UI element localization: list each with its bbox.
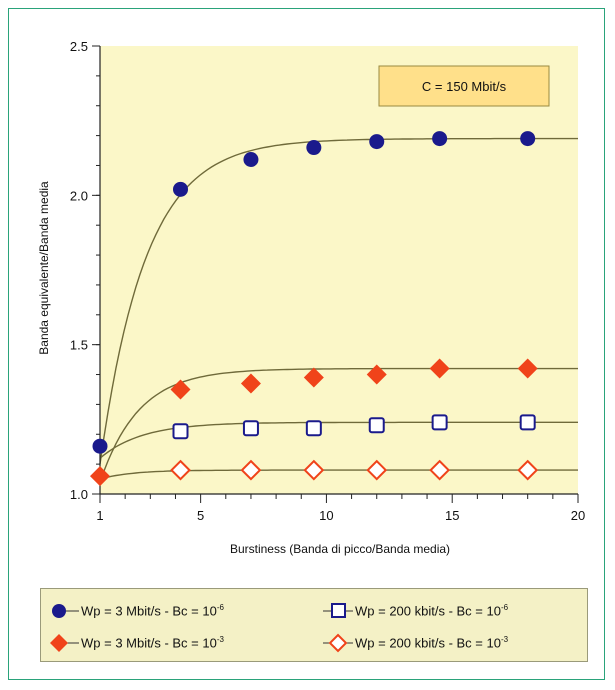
- data-point: [240, 459, 262, 481]
- data-point: [517, 358, 538, 379]
- y-axis-label: Banda equivalente/Banda media: [37, 181, 51, 355]
- data-point: [305, 420, 322, 437]
- legend-label: Wp = 200 kbit/s - Bc = 10: [355, 603, 501, 619]
- annotation-box: C = 150 Mbit/s: [378, 65, 550, 107]
- plot-area: [100, 46, 578, 494]
- x-tick-label: 1: [96, 508, 103, 523]
- data-point: [517, 459, 539, 481]
- data-points: [90, 131, 539, 487]
- x-axis-label: Burstiness (Banda di picco/Banda media): [230, 542, 450, 556]
- y-tick-label: 2.0: [70, 188, 88, 203]
- filled-circle-marker-icon: [52, 604, 79, 618]
- data-point: [242, 420, 259, 437]
- y-tick-label: 1.0: [70, 487, 88, 502]
- data-point: [170, 379, 191, 400]
- legend: Wp = 3 Mbit/s - Bc = 10-6 Wp = 200 kbit/…: [40, 588, 588, 662]
- legend-label: Wp = 3 Mbit/s - Bc = 10: [81, 635, 217, 651]
- data-point: [172, 423, 189, 440]
- data-point: [303, 459, 325, 481]
- data-point: [173, 181, 189, 197]
- legend-item-series-1: Wp = 3 Mbit/s - Bc = 10-6: [47, 601, 224, 621]
- data-point: [432, 131, 448, 147]
- axes: 1.01.52.02.51 5 10 15 20: [70, 39, 585, 523]
- legend-exponent: -3: [216, 635, 224, 645]
- data-point: [170, 459, 191, 481]
- open-square-marker-icon: [323, 603, 353, 618]
- data-point: [240, 373, 261, 394]
- data-point: [243, 151, 259, 167]
- data-point: [369, 134, 385, 150]
- x-tick-label: 20: [571, 508, 585, 523]
- x-tick-label: 10: [319, 508, 333, 523]
- legend-item-series-2: Wp = 200 kbit/s - Bc = 10-6: [323, 601, 508, 621]
- annotation-text: C = 150 Mbit/s: [422, 79, 507, 94]
- filled-diamond-marker-icon: [50, 634, 79, 652]
- legend-exponent: -3: [500, 635, 509, 645]
- data-point: [366, 364, 387, 385]
- legend-exponent: -6: [500, 603, 509, 613]
- data-point: [90, 466, 110, 487]
- legend-exponent: -6: [216, 603, 224, 613]
- data-point: [366, 459, 388, 481]
- x-tick-label: 15: [445, 508, 459, 523]
- x-tick-label: 5: [197, 508, 204, 523]
- data-point: [368, 417, 385, 434]
- data-point: [519, 414, 536, 431]
- legend-item-series-4: Wp = 200 kbit/s - Bc = 10-3: [323, 633, 508, 653]
- legend-label: Wp = 3 Mbit/s - Bc = 10: [81, 603, 217, 619]
- data-point: [520, 131, 536, 147]
- data-point: [429, 358, 450, 379]
- data-point: [429, 459, 451, 481]
- legend-label: Wp = 200 kbit/s - Bc = 10: [355, 635, 501, 651]
- data-point: [306, 140, 322, 156]
- open-diamond-marker-icon: [323, 633, 353, 653]
- y-tick-label: 2.5: [70, 39, 88, 54]
- legend-item-series-3: Wp = 3 Mbit/s - Bc = 10-3: [47, 633, 224, 653]
- data-point: [431, 414, 448, 431]
- data-point: [92, 438, 108, 454]
- y-tick-label: 1.5: [70, 338, 88, 353]
- data-point: [303, 367, 324, 388]
